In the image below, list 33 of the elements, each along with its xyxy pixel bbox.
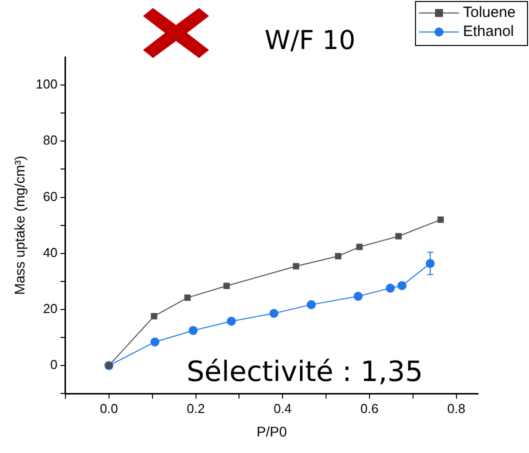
- y-tick-label: 0: [50, 357, 58, 372]
- x-axis-title: P/P0: [256, 423, 288, 440]
- point: [226, 316, 236, 326]
- point: [188, 326, 198, 335]
- y-tick-label: 20: [43, 301, 58, 316]
- point: [292, 263, 300, 270]
- y-tick-label: 40: [43, 244, 58, 260]
- x-tick-label: 0.0: [100, 400, 118, 416]
- point: [354, 292, 363, 301]
- point: [223, 282, 230, 290]
- y-tick-label: 60: [43, 188, 58, 204]
- point: [306, 300, 316, 310]
- legend-label: Toluene: [463, 4, 516, 22]
- point: [335, 252, 342, 260]
- y-tick-label: 100: [36, 76, 58, 92]
- x-tick-label: 0.4: [274, 400, 292, 416]
- point: [356, 244, 363, 250]
- y-axis-title: Mass uptake (mg/cm³): [11, 156, 28, 295]
- x-tick-label: 0.2: [186, 400, 205, 416]
- point: [150, 337, 160, 346]
- point: [184, 294, 191, 301]
- point: [398, 281, 407, 290]
- point: [395, 233, 402, 240]
- x-tick-label: 0.8: [447, 400, 466, 416]
- y-tick-label: 80: [43, 132, 58, 148]
- chart-title: W/F 10: [264, 26, 356, 56]
- point: [437, 216, 444, 223]
- legend-label: Ethanol: [463, 23, 514, 40]
- point: [386, 284, 395, 293]
- x-tick-label: 0.6: [360, 400, 378, 416]
- annotation: Sélectivité : 1,35: [186, 354, 423, 388]
- point: [150, 313, 158, 320]
- point: [269, 308, 278, 318]
